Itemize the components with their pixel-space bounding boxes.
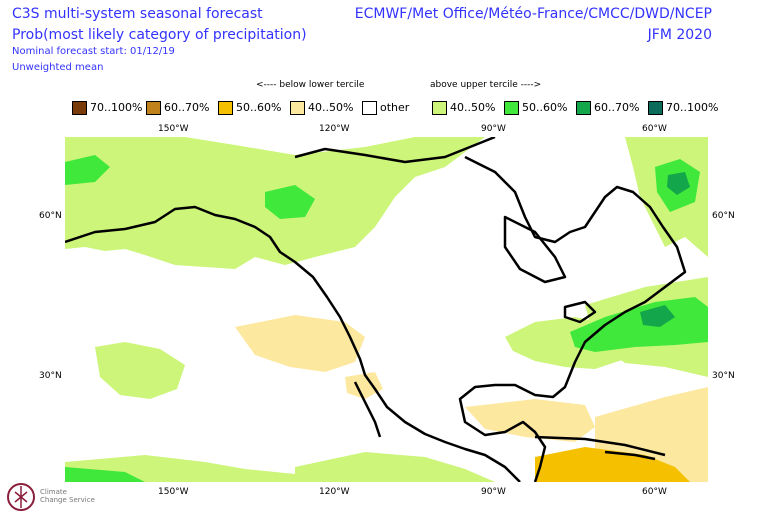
climate-change-service-logo: Climate Change Service — [6, 478, 116, 518]
shade-region-wet-atlantic — [570, 297, 708, 352]
legend-below-heading: <---- below lower tercile — [256, 80, 365, 90]
coastline-great-lakes — [563, 300, 597, 324]
legend-label: 60..70% — [164, 101, 210, 114]
logo-text: Climate Change Service — [40, 488, 95, 504]
legend-swatch — [146, 101, 161, 115]
lat-tick-right: 30°N — [712, 371, 735, 381]
legend-swatch — [432, 101, 447, 115]
logo-line1: Climate — [40, 488, 67, 496]
coastlines — [64, 135, 687, 483]
lon-tick-top: 90°W — [481, 124, 506, 134]
coastline-hispaniola — [604, 450, 656, 461]
lon-tick-top: 150°W — [158, 124, 189, 134]
centres-title: ECMWF/Met Office/Météo-France/CMCC/DWD/N… — [354, 6, 712, 22]
lon-tick-bottom: 150°W — [158, 487, 189, 497]
legend-label: 50..60% — [236, 101, 282, 114]
probability-below-50-60 — [535, 447, 690, 482]
weighting-label: Unweighted mean — [12, 62, 104, 73]
legend-label: 60..70% — [594, 101, 640, 114]
legend-label: other — [380, 101, 410, 114]
legend-label: 50..60% — [522, 101, 568, 114]
forecast-variable-title: Prob(most likely category of precipitati… — [12, 27, 307, 43]
coastline-cuba — [534, 435, 666, 457]
lat-tick-right: 60°N — [712, 211, 735, 221]
lat-tick-left: 30°N — [39, 371, 62, 381]
legend-label: 70..100% — [90, 101, 143, 114]
legend-label: 40..50% — [308, 101, 354, 114]
logo-line2: Change Service — [40, 496, 95, 504]
lon-tick-bottom: 120°W — [319, 487, 350, 497]
lon-tick-bottom: 60°W — [642, 487, 667, 497]
forecast-map — [64, 135, 708, 483]
legend-swatch — [504, 101, 519, 115]
shade-region-dry-gulf — [465, 399, 595, 442]
legend-swatch — [576, 101, 591, 115]
forecast-system-title: C3S multi-system seasonal forecast — [12, 6, 263, 22]
shade-region-dry-mexico — [345, 372, 383, 399]
shade-region-wet-bering — [65, 155, 110, 185]
legend-above-heading: above upper tercile ----> — [430, 80, 542, 90]
map-canvas — [64, 135, 708, 483]
lon-tick-top: 60°W — [642, 124, 667, 134]
shade-region-wettest-labrador — [667, 172, 690, 195]
coastline-atlantic — [458, 155, 687, 483]
coastline-baja — [353, 381, 382, 438]
legend-swatch — [290, 101, 305, 115]
legend-label: 40..50% — [450, 101, 496, 114]
shade-region-wettest-atlantic — [640, 305, 675, 327]
shade-region-dry-west — [235, 315, 365, 372]
coastline-pacific — [64, 205, 521, 483]
season-title: JFM 2020 — [647, 27, 712, 43]
shade-region-wet-alaska — [265, 185, 315, 219]
lon-tick-top: 120°W — [319, 124, 350, 134]
forecast-start-label: Nominal forecast start: 01/12/19 — [12, 46, 175, 57]
coastline-arctic-west — [294, 135, 496, 164]
legend-swatch — [218, 101, 233, 115]
shade-region-pacific — [95, 342, 185, 399]
climate-logo-icon — [7, 483, 35, 511]
probability-above-60-70 — [640, 172, 690, 327]
legend-swatch — [72, 101, 87, 115]
legend-swatch — [362, 101, 377, 115]
shade-region-central-america — [295, 452, 495, 482]
legend-swatch — [648, 101, 663, 115]
coastline-hudson-bay — [503, 215, 567, 284]
lat-tick-left: 60°N — [39, 211, 62, 221]
shade-region-very-dry-caribbean — [535, 447, 690, 482]
lon-tick-bottom: 90°W — [481, 487, 506, 497]
legend-label: 70..100% — [666, 101, 719, 114]
shade-region-wet-southwest — [65, 467, 145, 482]
